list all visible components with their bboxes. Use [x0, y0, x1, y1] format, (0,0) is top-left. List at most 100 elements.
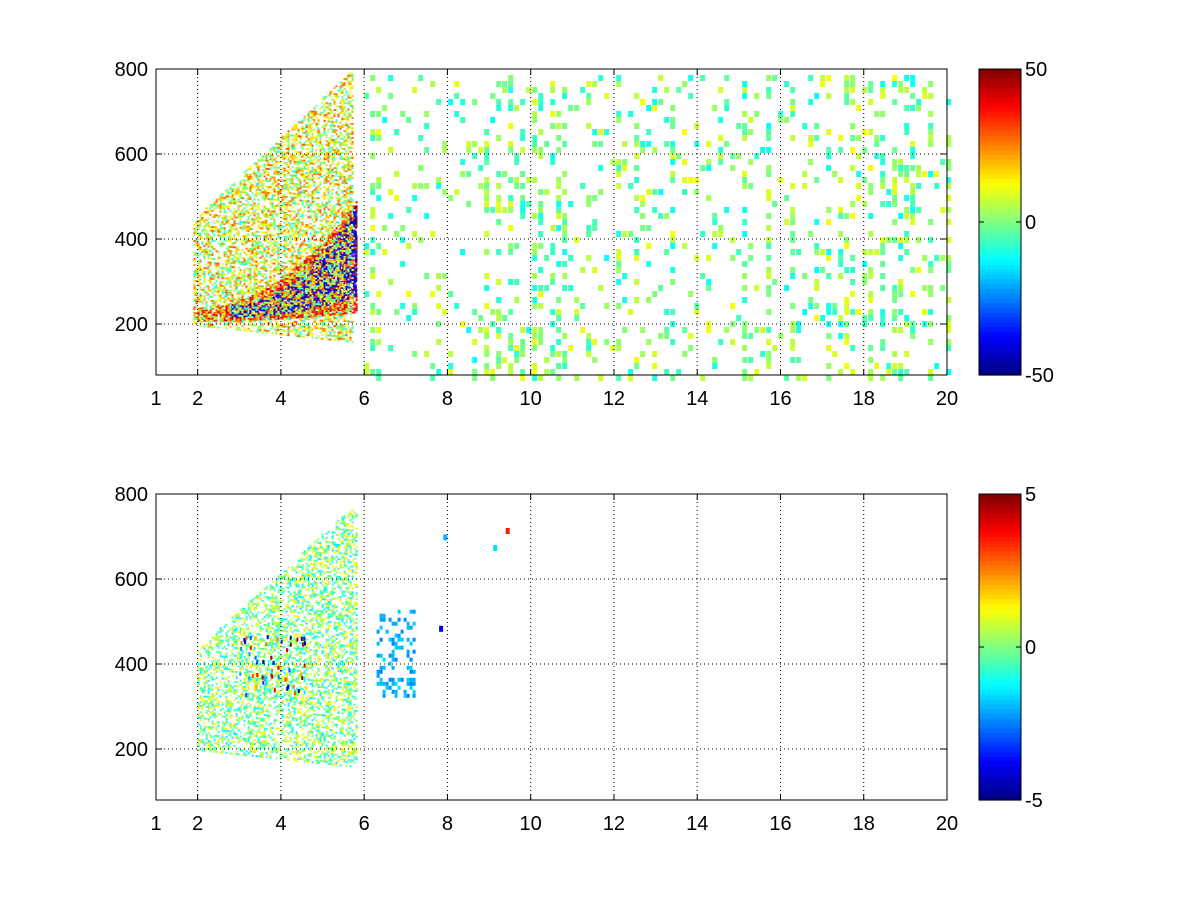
heatmap-cell: [244, 305, 247, 308]
heatmap-cell: [301, 131, 304, 134]
heatmap-cell: [269, 158, 272, 161]
heatmap-cell: [259, 315, 262, 318]
heatmap-cell: [255, 208, 258, 211]
heatmap-cell: [237, 192, 240, 195]
heatmap-cell: [344, 239, 347, 242]
heatmap-cell: [353, 273, 356, 276]
heatmap-cell: [275, 328, 278, 331]
heatmap-cell: [229, 315, 232, 318]
heatmap-cell: [354, 210, 357, 213]
heatmap-cell: [243, 301, 246, 304]
heatmap-cell: [293, 192, 296, 195]
heatmap-cell: [345, 304, 348, 307]
heatmap-cell: [253, 246, 256, 249]
heatmap-cell: [332, 255, 335, 258]
heatmap-cell: [295, 279, 298, 281]
heatmap-cell: [263, 215, 266, 218]
heatmap-cell: [305, 194, 308, 196]
heatmap-cell: [291, 246, 294, 249]
heatmap-cell: [354, 212, 357, 215]
heatmap-cell: [223, 231, 226, 234]
heatmap-cell: [297, 169, 300, 172]
heatmap-cell: [255, 244, 258, 247]
heatmap-cell: [258, 306, 261, 309]
heatmap-cell: [255, 318, 258, 321]
heatmap-cell: [350, 279, 353, 282]
heatmap-cell: [285, 285, 288, 288]
heatmap-cell: [287, 222, 290, 225]
heatmap-cell: [197, 298, 200, 301]
heatmap-cell: [251, 228, 254, 231]
heatmap-cell: [247, 283, 250, 286]
heatmap-cell: [203, 253, 206, 256]
heatmap-cell: [275, 260, 278, 263]
heatmap-cell: [293, 146, 296, 149]
heatmap-cell: [201, 306, 204, 309]
heatmap-cell: [247, 267, 250, 270]
heatmap-cell: [253, 210, 256, 213]
heatmap-cell: [233, 288, 236, 291]
heatmap-cell: [233, 188, 236, 191]
heatmap-cell: [235, 278, 238, 281]
heatmap-cell: [255, 188, 258, 191]
heatmap-cell: [333, 297, 336, 300]
heatmap-cell: [215, 319, 218, 322]
heatmap-cell: [299, 209, 302, 212]
heatmap-cell: [303, 119, 306, 122]
heatmap-cell: [237, 238, 240, 241]
heatmap-cell: [257, 220, 260, 223]
heatmap-cell: [311, 226, 314, 229]
heatmap-cell: [297, 171, 300, 174]
heatmap-cell: [293, 198, 296, 201]
heatmap-cell: [255, 306, 258, 309]
heatmap-cell: [295, 275, 298, 277]
heatmap-cell: [207, 293, 210, 296]
heatmap-cell: [313, 297, 316, 300]
heatmap-cell: [307, 160, 310, 163]
heatmap-cell: [295, 167, 298, 169]
heatmap-cell: [327, 262, 330, 264]
heatmap-cell: [273, 266, 276, 269]
heatmap-cell: [195, 230, 198, 233]
heatmap-cell: [249, 322, 252, 324]
heatmap-cell: [332, 269, 335, 272]
heatmap-cell: [205, 267, 208, 270]
heatmap-cell: [279, 173, 282, 176]
heatmap-cell: [297, 165, 300, 168]
heatmap-cell: [225, 261, 228, 264]
heatmap-cell: [253, 292, 256, 295]
heatmap-cell: [309, 156, 312, 159]
heatmap-cell: [341, 264, 344, 267]
heatmap-cell: [285, 329, 288, 332]
heatmap-cell: [271, 188, 274, 191]
heatmap-cell: [279, 331, 282, 334]
heatmap-cell: [331, 295, 334, 298]
heatmap-cell: [241, 229, 244, 232]
heatmap-cell: [293, 250, 296, 253]
heatmap-cell: [287, 144, 290, 147]
heatmap-cell: [310, 272, 313, 275]
heatmap-cell: [245, 261, 248, 264]
heatmap-cell: [211, 303, 214, 306]
heatmap-cell: [303, 159, 306, 162]
heatmap-cell: [311, 202, 314, 205]
heatmap-cell: [297, 217, 300, 220]
heatmap-cell: [252, 304, 255, 307]
heatmap-cell: [215, 322, 218, 325]
heatmap-cell: [285, 163, 288, 166]
heatmap-cell: [197, 254, 200, 257]
heatmap-cell: [243, 213, 246, 216]
heatmap-cell: [201, 236, 204, 239]
heatmap-cell: [239, 280, 242, 283]
heatmap-cell: [223, 207, 226, 210]
heatmap-cell: [255, 184, 258, 187]
heatmap-cell: [209, 261, 212, 264]
heatmap-cell: [271, 293, 274, 296]
heatmap-cell: [267, 308, 270, 311]
heatmap-cell: [255, 264, 258, 267]
heatmap-cell: [251, 206, 254, 209]
heatmap-cell: [219, 284, 222, 287]
heatmap-cell: [195, 312, 198, 315]
heatmap-cell: [237, 248, 240, 251]
heatmap-cell: [291, 180, 294, 183]
